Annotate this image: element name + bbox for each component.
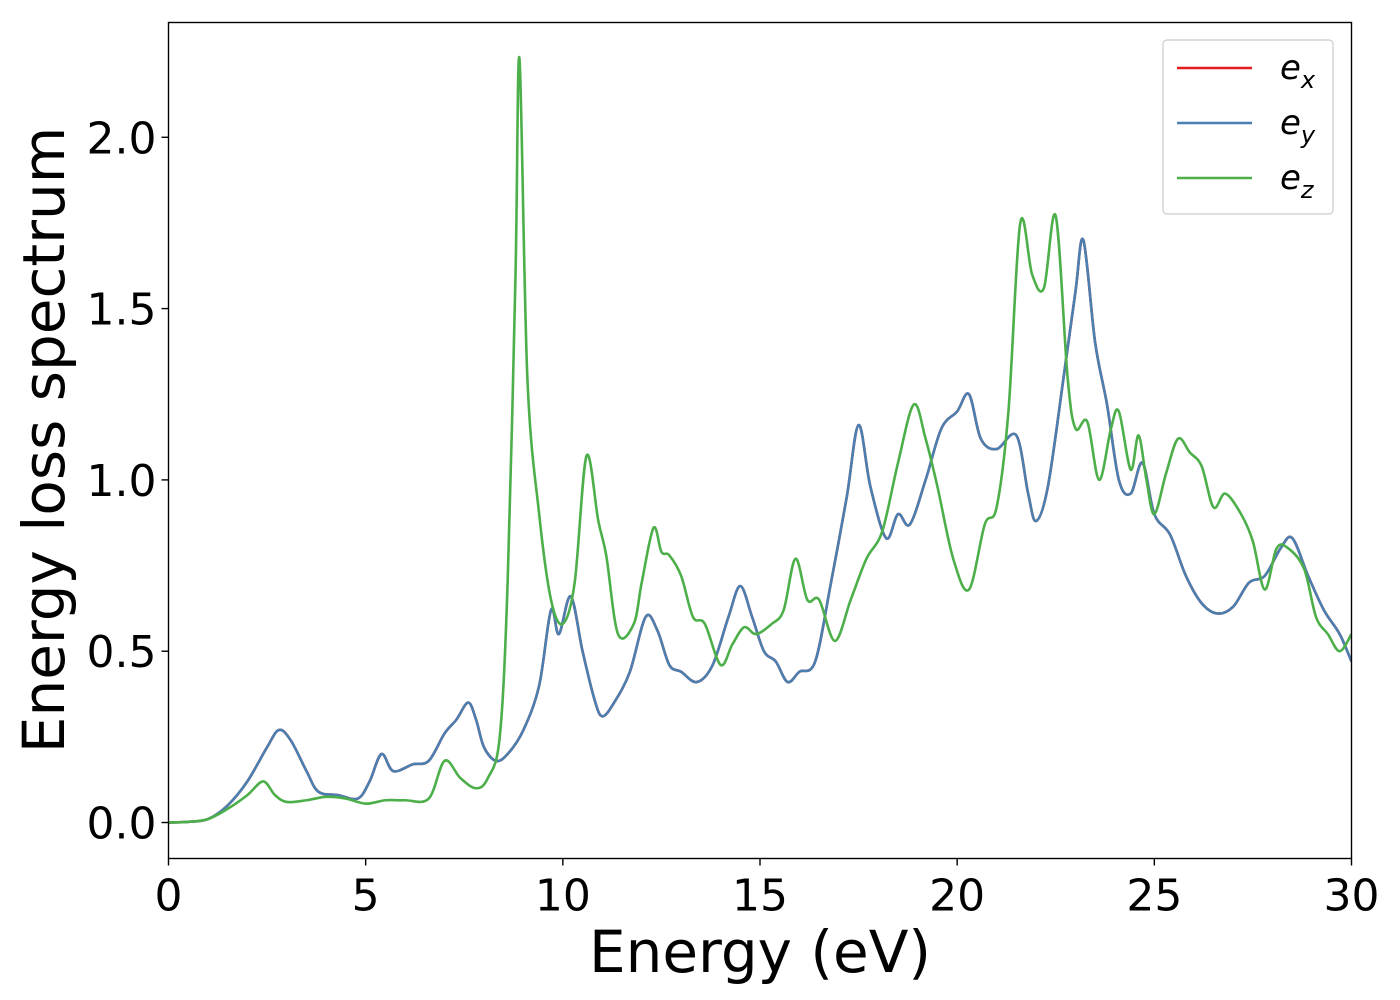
legend: ex ey ez (1162, 39, 1334, 215)
legend-box (1162, 39, 1334, 215)
x-tick-label: 10 (535, 871, 591, 922)
x-tick-label: 25 (1126, 871, 1182, 922)
x-tick-label: 15 (732, 871, 788, 922)
legend-label-x: ex (1280, 48, 1316, 94)
x-axis-title: Energy (eV) (589, 918, 931, 986)
y-tick-label: 1.5 (87, 285, 157, 336)
y-tick-label: 0.5 (87, 627, 157, 678)
y-tick-label: 0.0 (87, 799, 157, 850)
series-lines (168, 55, 1352, 824)
axis-ticks: 0 5 10 15 20 25 30 0.0 0.5 1.0 1.5 2.0 (87, 113, 1380, 921)
x-tick-label: 5 (352, 871, 380, 922)
x-tick-label: 20 (929, 871, 985, 922)
series-line-y (168, 237, 1352, 824)
x-tick-label: 0 (155, 871, 183, 922)
y-tick-label: 1.0 (87, 456, 157, 507)
legend-label-z: ez (1280, 158, 1315, 204)
y-tick-label: 2.0 (87, 113, 157, 164)
legend-label-y: ey (1280, 103, 1316, 149)
series-line-z (168, 55, 1352, 824)
series-line-x (168, 237, 1352, 824)
y-axis-title: Energy loss spectrum (10, 127, 78, 753)
x-tick-label: 30 (1324, 871, 1380, 922)
